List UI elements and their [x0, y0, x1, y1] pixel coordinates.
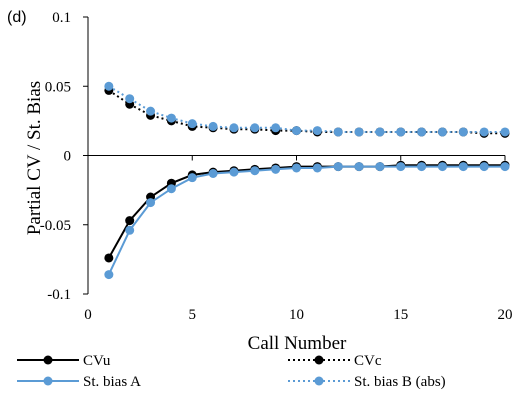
legend: CVu CVc St. bias A St. bias B (abs)	[17, 353, 446, 390]
data-point	[500, 127, 510, 137]
data-point	[375, 127, 385, 137]
data-point	[479, 162, 489, 172]
series-st-bias-b-abs	[104, 81, 510, 137]
legend-swatch-marker	[43, 355, 53, 365]
x-tick-label: 15	[393, 307, 408, 323]
y-tick-label: -0.05	[40, 218, 71, 234]
series-cvu	[104, 160, 510, 263]
x-tick-label: 0	[84, 307, 92, 323]
panel-label: (d)	[7, 9, 27, 26]
legend-item: St. bias A	[17, 374, 141, 390]
data-point	[333, 162, 343, 172]
x-tick-label: 20	[498, 307, 513, 323]
data-point	[250, 123, 260, 133]
data-point	[146, 106, 156, 116]
y-tick-label: 0.05	[45, 79, 71, 95]
data-point	[500, 162, 510, 172]
legend-swatch-marker	[314, 355, 324, 365]
data-point	[166, 184, 176, 194]
data-point	[396, 127, 406, 137]
data-point	[312, 126, 322, 136]
data-point	[229, 123, 239, 133]
x-tick-label: 10	[289, 307, 304, 323]
legend-item: St. bias B (abs)	[288, 374, 446, 390]
data-point	[208, 121, 218, 131]
data-point	[208, 169, 218, 179]
legend-swatch-marker	[43, 376, 53, 386]
data-point	[271, 164, 281, 174]
series-line	[108, 89, 505, 135]
legend-item: CVc	[288, 353, 382, 369]
data-point	[125, 225, 135, 235]
data-point	[417, 162, 427, 172]
data-point	[104, 270, 114, 280]
data-point	[458, 127, 468, 137]
series-st-bias-a	[104, 162, 510, 280]
series-line	[107, 164, 505, 259]
data-point	[271, 123, 281, 133]
data-point	[437, 162, 447, 172]
y-tick-label: -0.1	[47, 287, 71, 303]
data-point	[354, 127, 364, 137]
data-point	[104, 81, 114, 91]
x-tick-group: 0 5 10 15 20	[84, 155, 513, 323]
data-point	[125, 216, 135, 226]
y-tick-label: 0	[64, 149, 72, 165]
legend-label: CVu	[83, 353, 111, 369]
x-axis-title: Call Number	[248, 333, 347, 354]
data-point	[479, 127, 489, 137]
legend-item: CVu	[17, 353, 111, 369]
series-line	[108, 85, 505, 133]
y-tick-label: 0.1	[52, 10, 71, 26]
data-point	[146, 198, 156, 208]
data-point	[458, 162, 468, 172]
y-tick-group: 0.1 0.05 0 -0.05 -0.1	[40, 10, 88, 303]
data-point	[375, 162, 385, 172]
series-cvc	[104, 85, 510, 138]
data-point	[396, 162, 406, 172]
data-point	[125, 94, 135, 104]
data-point	[104, 253, 114, 263]
legend-label: St. bias B (abs)	[354, 374, 446, 390]
legend-swatch-marker	[314, 376, 324, 386]
data-point	[250, 166, 260, 176]
data-point	[229, 167, 239, 177]
y-axis-title: Partial CV / St. Bias	[24, 81, 45, 235]
data-point	[417, 127, 427, 137]
data-point	[166, 113, 176, 123]
data-point	[312, 163, 322, 173]
legend-label: St. bias A	[83, 374, 141, 390]
data-point	[333, 127, 343, 137]
series-layer	[104, 81, 510, 280]
data-point	[292, 126, 301, 136]
data-point	[187, 119, 197, 129]
data-point	[187, 173, 197, 183]
data-point	[354, 162, 364, 172]
x-tick-label: 5	[189, 307, 197, 323]
data-point	[437, 127, 447, 137]
data-point	[292, 163, 301, 173]
legend-label: CVc	[354, 353, 382, 369]
